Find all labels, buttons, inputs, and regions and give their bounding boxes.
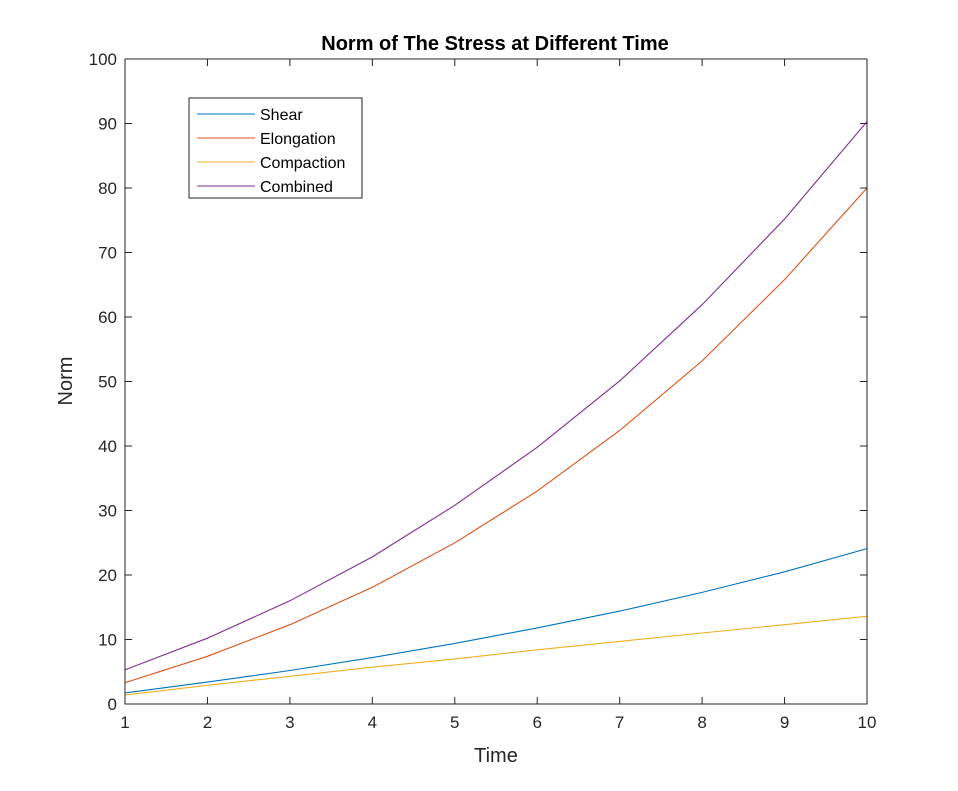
legend-label-compaction: Compaction <box>260 155 345 172</box>
legend-label-shear: Shear <box>260 107 303 124</box>
series-layer <box>124 121 868 696</box>
y-tick-label: 90 <box>98 115 117 134</box>
series-line-elongation <box>124 187 868 684</box>
legend-label-combined: Combined <box>260 179 333 196</box>
x-tick-label: 3 <box>285 713 294 732</box>
legend-label-elongation: Elongation <box>260 131 336 148</box>
x-tick-label: 2 <box>203 713 212 732</box>
y-tick-label: 80 <box>98 179 117 198</box>
y-tick-label: 0 <box>108 695 117 714</box>
x-axis-label: Time <box>474 745 518 767</box>
series-line-combined <box>124 121 868 671</box>
y-tick-label: 50 <box>98 373 117 392</box>
y-tick-label: 60 <box>98 308 117 327</box>
chart-title: Norm of The Stress at Different Time <box>321 33 668 55</box>
legend-box <box>188 97 363 199</box>
legend: Shear Elongation Compaction Combined <box>188 97 363 199</box>
y-tick-label: 10 <box>98 631 117 650</box>
x-tick-label: 9 <box>780 713 789 732</box>
y-tick-label: 30 <box>98 502 117 521</box>
x-tick-label: 5 <box>450 713 459 732</box>
x-tick-label: 4 <box>368 713 377 732</box>
y-tick-label: 20 <box>98 566 117 585</box>
x-tick-label: 7 <box>615 713 624 732</box>
x-tick-label: 10 <box>858 713 877 732</box>
series-line-compaction <box>124 615 868 696</box>
y-axis-label: Norm <box>55 357 77 406</box>
x-tick-label: 6 <box>532 713 541 732</box>
y-tick-label: 100 <box>89 50 117 69</box>
y-tick-label: 40 <box>98 437 117 456</box>
y-tick-label: 70 <box>98 244 117 263</box>
x-tick-label: 8 <box>697 713 706 732</box>
series-line-shear <box>124 548 868 694</box>
x-axis-ticks: 1 2 3 4 5 6 7 8 9 10 <box>120 59 876 732</box>
x-tick-label: 1 <box>120 713 129 732</box>
y-axis-ticks: 0 10 20 30 40 50 60 70 80 90 100 <box>89 50 867 714</box>
